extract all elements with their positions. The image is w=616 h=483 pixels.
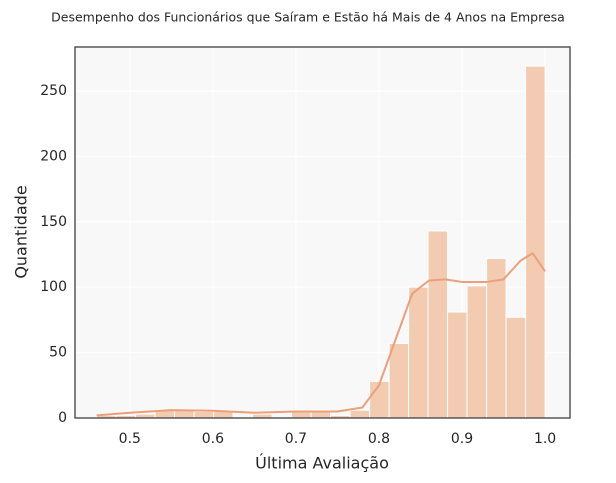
bar (349, 409, 371, 419)
bar (388, 342, 410, 419)
x-tick-label: 1.0 (534, 431, 556, 447)
x-tick-label: 0.7 (285, 431, 307, 447)
y-tick-label: 250 (40, 83, 67, 99)
bar (427, 230, 449, 419)
bar (466, 285, 488, 419)
y-tick-label: 50 (49, 345, 67, 361)
plot-frame (74, 46, 571, 419)
chart-title: Desempenho dos Funcionários que Saíram e… (51, 10, 565, 25)
y-tick-label: 100 (40, 279, 67, 295)
bar (505, 316, 527, 419)
bar (408, 286, 429, 419)
bar (193, 410, 215, 419)
x-tick-label: 0.9 (451, 431, 473, 447)
kde-line (96, 252, 546, 417)
x-axis-label: Última Avaliação (255, 454, 389, 473)
y-axis-label: Quantidade (12, 185, 31, 278)
bar (525, 65, 546, 419)
x-tick-label: 0.6 (202, 431, 224, 447)
y-tick-label: 0 (58, 410, 67, 426)
y-tick-label: 150 (40, 214, 67, 230)
x-tick-label: 0.5 (119, 431, 141, 447)
x-tick-label: 0.8 (368, 431, 390, 447)
bar (369, 380, 390, 419)
bar (447, 311, 468, 419)
y-tick-label: 200 (40, 148, 67, 164)
